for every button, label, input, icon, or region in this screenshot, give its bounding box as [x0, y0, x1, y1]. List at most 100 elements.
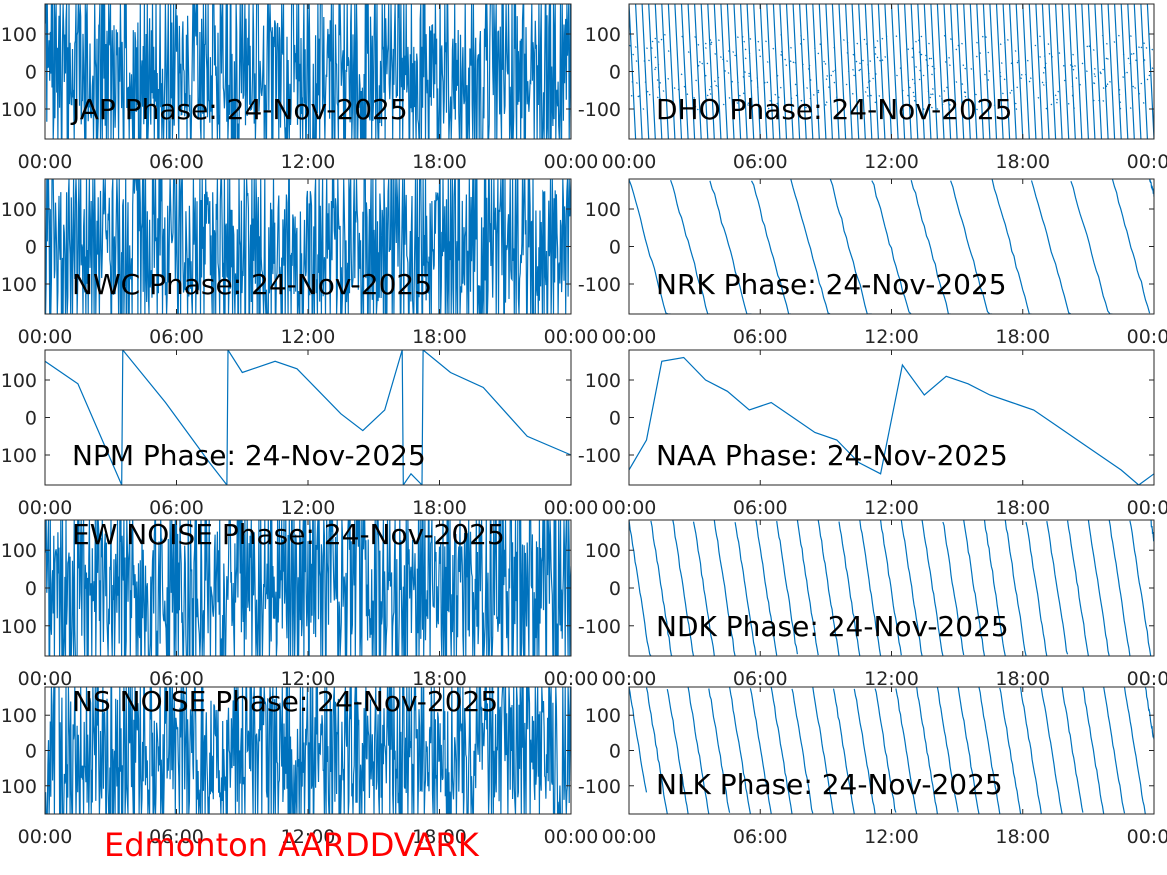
subplot-1: -100 0 100 00:00 06:00 12:00 18:00 00:00 DHO Pha…	[578, 3, 1167, 173]
subplot-title: NLK Phase: 24-Nov-2025	[656, 768, 1003, 801]
x-tick-label: 06:00	[733, 151, 788, 173]
x-tick-label: 18:00	[412, 826, 467, 848]
phase-series-line	[629, 687, 1154, 814]
y-tick-label: -100	[578, 776, 621, 798]
y-tick-label: -100	[0, 776, 37, 798]
phase-series-line	[45, 520, 571, 656]
y-tick-label: -100	[0, 445, 37, 467]
x-tick-label: 00:00	[602, 151, 657, 173]
y-tick-label: -100	[0, 99, 37, 121]
x-tick-label: 00:00	[18, 151, 73, 173]
subplot-title: NRK Phase: 24-Nov-2025	[656, 268, 1007, 301]
subplot-title: NAA Phase: 24-Nov-2025	[656, 439, 1008, 472]
y-tick-label: 0	[609, 578, 621, 600]
phase-series-line	[629, 520, 1154, 656]
x-tick-label: 12:00	[281, 326, 336, 348]
y-tick-label: 0	[609, 741, 621, 763]
x-tick-label: 06:00	[149, 668, 204, 690]
x-tick-label: 12:00	[864, 826, 919, 848]
y-tick-label: 100	[1, 370, 37, 392]
x-tick-label: 06:00	[733, 826, 788, 848]
y-tick-label: 0	[609, 62, 621, 84]
subplot-title: DHO Phase: 24-Nov-2025	[656, 93, 1012, 126]
x-tick-label: 00:00	[544, 497, 599, 519]
x-tick-label: 12:00	[281, 826, 336, 848]
x-tick-label: 18:00	[412, 668, 467, 690]
y-tick-label: 100	[585, 24, 621, 46]
x-tick-label: 06:00	[149, 151, 204, 173]
phase-series-line	[45, 4, 571, 139]
x-tick-label: 18:00	[412, 497, 467, 519]
phase-series-line	[45, 687, 571, 814]
x-tick-label: 12:00	[281, 668, 336, 690]
x-tick-label: 06:00	[149, 497, 204, 519]
x-tick-label: 00:00	[1127, 826, 1167, 848]
x-tick-label: 00:00	[1127, 151, 1167, 173]
subplot-title: JAP Phase: 24-Nov-2025	[70, 93, 408, 126]
x-tick-label: 00:00	[602, 668, 657, 690]
x-tick-label: 18:00	[995, 151, 1050, 173]
y-tick-label: -100	[578, 445, 621, 467]
x-tick-label: 06:00	[149, 326, 204, 348]
phase-series-line	[45, 350, 571, 485]
subplot-4: -100 0 100 00:00 06:00 12:00 18:00 00:00 NPM Pha…	[0, 349, 599, 519]
x-tick-label: 18:00	[995, 497, 1050, 519]
x-tick-label: 00:00	[18, 326, 73, 348]
x-tick-label: 00:00	[544, 826, 599, 848]
y-tick-label: -100	[0, 616, 37, 638]
subplot-6: -100 0 100 00:00 06:00 12:00 18:00 00:00 EW NOIS…	[0, 518, 598, 690]
x-tick-label: 00:00	[544, 668, 599, 690]
subplot-7: -100 0 100 00:00 06:00 12:00 18:00 00:00 NDK Pha…	[578, 519, 1167, 690]
x-tick-label: 00:00	[602, 826, 657, 848]
x-tick-label: 00:00	[1127, 326, 1167, 348]
subplot-0: -100 0 100 00:00 06:00 12:00 18:00 00:00 JAP Pha…	[0, 3, 599, 173]
y-tick-label: 100	[1, 540, 37, 562]
y-tick-label: 0	[25, 62, 37, 84]
subplot-title: NPM Phase: 24-Nov-2025	[72, 439, 426, 472]
x-tick-label: 12:00	[864, 497, 919, 519]
y-tick-label: 0	[25, 408, 37, 430]
x-tick-label: 18:00	[995, 826, 1050, 848]
subplot-5: -100 0 100 00:00 06:00 12:00 18:00 00:00 NAA Pha…	[578, 349, 1167, 519]
x-tick-label: 00:00	[1127, 497, 1167, 519]
subplot-title: NS NOISE Phase: 24-Nov-2025	[72, 685, 498, 718]
y-tick-label: 100	[1, 705, 37, 727]
x-tick-label: 00:00	[18, 497, 73, 519]
x-tick-label: 12:00	[864, 326, 919, 348]
x-tick-label: 00:00	[18, 668, 73, 690]
y-tick-label: -100	[0, 274, 37, 296]
footer-label: Edmonton AARDDVARK	[104, 826, 479, 864]
y-tick-label: 100	[585, 540, 621, 562]
subplot-8: -100 0 100 00:00 06:00 12:00 18:00 00:00 NS NOIS…	[0, 685, 598, 848]
subplot-9: -100 0 100 00:00 06:00 12:00 18:00 00:00 NLK Pha…	[578, 686, 1167, 848]
y-tick-label: -100	[578, 616, 621, 638]
y-tick-label: 0	[609, 408, 621, 430]
x-tick-label: 06:00	[149, 826, 204, 848]
y-tick-label: 0	[25, 237, 37, 259]
phase-series-line	[629, 179, 1154, 314]
y-tick-label: 100	[1, 24, 37, 46]
x-tick-label: 00:00	[18, 826, 73, 848]
x-tick-label: 18:00	[412, 151, 467, 173]
x-tick-label: 06:00	[733, 326, 788, 348]
y-tick-label: 100	[1, 199, 37, 221]
subplot-3: -100 0 100 00:00 06:00 12:00 18:00 00:00 NRK Pha…	[578, 178, 1167, 348]
y-tick-label: 100	[585, 705, 621, 727]
y-tick-label: 0	[25, 741, 37, 763]
subplot-title: NWC Phase: 24-Nov-2025	[72, 268, 432, 301]
x-tick-label: 06:00	[733, 497, 788, 519]
x-tick-label: 18:00	[995, 668, 1050, 690]
subplot-title: EW NOISE Phase: 24-Nov-2025	[72, 518, 505, 551]
x-tick-label: 12:00	[281, 497, 336, 519]
phase-series-line	[45, 179, 571, 314]
x-tick-label: 18:00	[412, 326, 467, 348]
phase-series-line	[629, 356, 1154, 485]
x-tick-label: 06:00	[733, 668, 788, 690]
x-tick-label: 12:00	[864, 668, 919, 690]
x-tick-label: 00:00	[544, 151, 599, 173]
x-tick-label: 12:00	[864, 151, 919, 173]
x-tick-label: 12:00	[281, 151, 336, 173]
y-tick-label: -100	[578, 99, 621, 121]
subplot-2: -100 0 100 00:00 06:00 12:00 18:00 00:00 NWC Pha…	[0, 178, 598, 348]
